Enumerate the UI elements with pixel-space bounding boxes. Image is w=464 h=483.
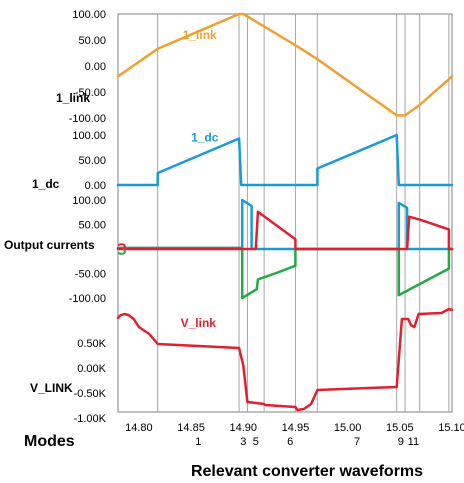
mode-number-label: 1 xyxy=(195,436,201,448)
y-tick-label: 100.00 xyxy=(72,9,106,21)
y-tick-label: 50.00 xyxy=(78,35,106,47)
y-tick-label: -0.50K xyxy=(74,388,107,400)
mode-number-label: 7 xyxy=(354,436,360,448)
series-label-i-link: 1_link xyxy=(183,28,217,42)
y-tick-label: 0.00 xyxy=(85,180,106,192)
x-tick-label: 14.80 xyxy=(125,422,153,434)
series-line-output-currents-1 xyxy=(116,246,454,300)
plot-frame xyxy=(117,13,453,413)
x-tick-label: 15.00 xyxy=(334,422,362,434)
x-tick-label: 15.10 xyxy=(438,422,464,434)
series-line-i-link-0 xyxy=(116,12,454,117)
modes-label: Modes xyxy=(24,433,75,450)
panel-label-output-currents: Output currents xyxy=(4,238,95,252)
y-tick-label: -100.00 xyxy=(69,293,106,305)
y-tick-label: 50.00 xyxy=(78,155,106,167)
panel-label-i-dc: 1_dc xyxy=(32,177,60,191)
y-tick-label: -50.00 xyxy=(75,87,106,99)
x-tick-label: 14.85 xyxy=(177,422,205,434)
x-tick-label: 14.90 xyxy=(229,422,257,434)
panel-label-i-link: 1_link xyxy=(56,91,90,105)
panel-labels: 1_link 1_dc Output currents V_LINK xyxy=(4,91,95,395)
green-startup-transient xyxy=(117,248,126,255)
mode-number-label: 6 xyxy=(287,436,293,448)
mode-number-label: 3 xyxy=(240,436,246,448)
y-tick-label: -1.00K xyxy=(74,413,107,425)
y-tick-label: 0.00 xyxy=(85,61,106,73)
mode-number-labels: 1 3 5 6 7 9 11 xyxy=(195,436,419,448)
y-axis-ticks: 100.00 50.00 0.00 -50.00 -100.00 100.00 50.00 0… xyxy=(69,9,107,425)
mode-number-label: 9 xyxy=(398,436,404,448)
mode-number-label: 11 xyxy=(408,436,419,448)
mode-number-label: 5 xyxy=(253,436,259,448)
x-axis-ticks: 14.80 14.85 14.90 14.95 15.00 15.05 15.10 xyxy=(125,422,464,434)
series-line-i-dc-0 xyxy=(116,133,454,187)
x-tick-label: 15.05 xyxy=(386,422,414,434)
series-label-v-link: V_link xyxy=(181,316,217,330)
series-labels: 1_link 1_dc V_link xyxy=(181,28,219,330)
series-line-v-link-0 xyxy=(116,307,454,412)
y-tick-label: -100.00 xyxy=(69,113,106,125)
series-line-output-currents-2 xyxy=(116,210,454,251)
x-tick-label: 14.95 xyxy=(282,422,310,434)
series-label-i-dc: 1_dc xyxy=(191,131,219,145)
y-tick-label: 100.00 xyxy=(72,195,106,207)
y-tick-label: 0.00K xyxy=(77,363,106,375)
figure-caption: Relevant converter waveforms xyxy=(191,463,423,480)
series-layer xyxy=(116,12,454,412)
mode-grid xyxy=(157,14,450,412)
y-tick-label: 0.50K xyxy=(77,338,106,350)
y-tick-label: 50.00 xyxy=(78,220,106,232)
panel-label-v-link: V_LINK xyxy=(30,381,73,395)
y-tick-label: 100.00 xyxy=(72,130,106,142)
y-tick-label: -50.00 xyxy=(75,269,106,281)
